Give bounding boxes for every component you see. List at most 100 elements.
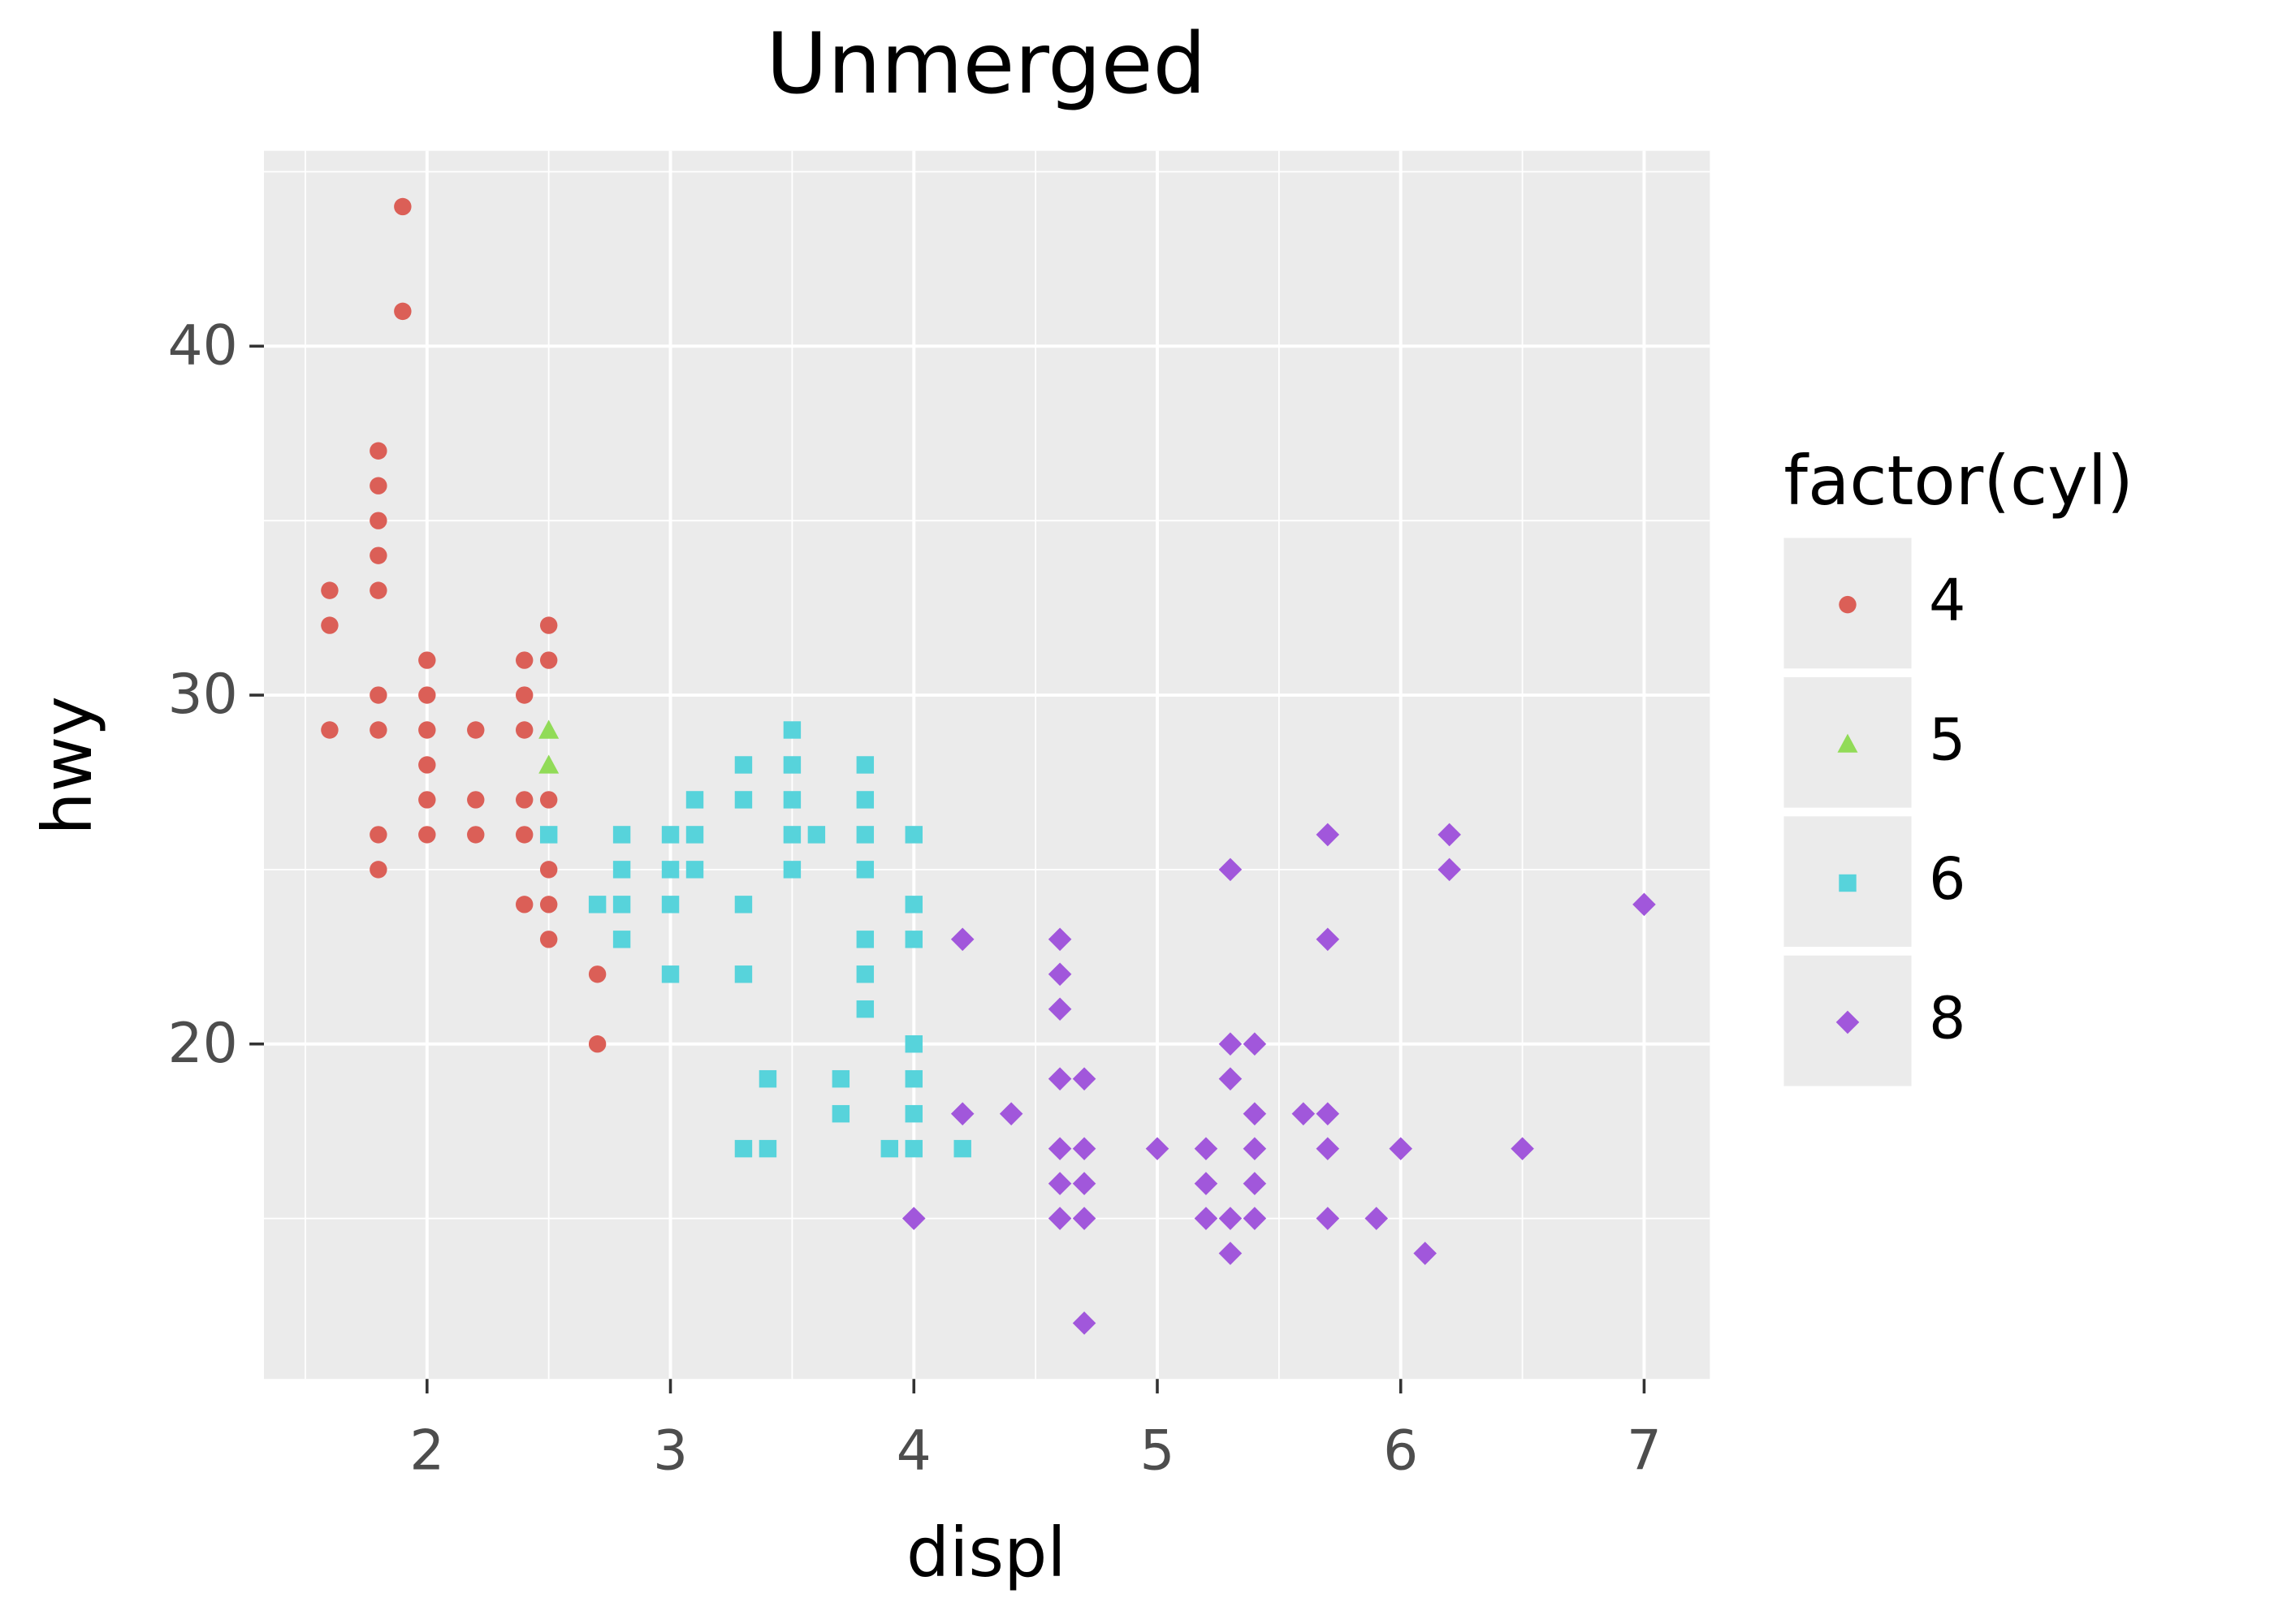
point bbox=[418, 791, 436, 809]
point bbox=[515, 686, 534, 704]
point bbox=[321, 721, 339, 739]
legend-symbol bbox=[1839, 874, 1857, 892]
point bbox=[467, 791, 485, 809]
legend-symbol bbox=[1839, 595, 1857, 614]
point bbox=[1243, 1207, 1267, 1230]
point bbox=[783, 861, 802, 879]
point bbox=[783, 756, 802, 774]
point bbox=[394, 197, 412, 216]
point bbox=[539, 616, 558, 634]
point bbox=[856, 931, 875, 948]
point bbox=[734, 791, 753, 809]
x-axis-title: displ bbox=[906, 1513, 1066, 1592]
point bbox=[905, 931, 923, 948]
series bbox=[538, 719, 560, 774]
point bbox=[905, 1035, 923, 1053]
point bbox=[685, 791, 704, 809]
point bbox=[515, 791, 534, 809]
point bbox=[1316, 1102, 1340, 1125]
point bbox=[515, 721, 534, 739]
point bbox=[418, 721, 436, 739]
point bbox=[538, 719, 560, 739]
point bbox=[856, 1000, 875, 1018]
point bbox=[1389, 1137, 1412, 1160]
point bbox=[539, 931, 558, 948]
point bbox=[370, 861, 387, 879]
point bbox=[953, 1139, 971, 1158]
point bbox=[1413, 1242, 1437, 1265]
chart-title: Unmerged bbox=[766, 15, 1206, 113]
point bbox=[370, 826, 387, 844]
point bbox=[661, 965, 680, 983]
point bbox=[905, 1104, 923, 1123]
point bbox=[612, 826, 631, 844]
point bbox=[734, 1139, 753, 1158]
point bbox=[539, 861, 558, 879]
point bbox=[1437, 857, 1461, 882]
point bbox=[1243, 1172, 1267, 1195]
point bbox=[467, 826, 485, 844]
point bbox=[856, 791, 875, 809]
point bbox=[370, 686, 387, 704]
point bbox=[734, 896, 753, 914]
point bbox=[856, 965, 875, 983]
point bbox=[1243, 1137, 1267, 1160]
x-tick-label: 7 bbox=[1627, 1419, 1662, 1484]
series bbox=[321, 197, 607, 1053]
point bbox=[321, 581, 339, 599]
y-tick-label: 30 bbox=[168, 663, 238, 727]
point bbox=[370, 581, 387, 599]
point bbox=[1511, 1137, 1534, 1160]
legend-label: 8 bbox=[1929, 984, 1965, 1052]
point bbox=[832, 1069, 850, 1088]
point bbox=[1364, 1207, 1389, 1230]
point bbox=[1291, 1102, 1316, 1125]
point bbox=[1632, 892, 1656, 917]
point bbox=[370, 546, 387, 564]
legend-label: 6 bbox=[1929, 845, 1965, 913]
plot-panel bbox=[264, 150, 1710, 1380]
x-tick-label: 6 bbox=[1383, 1419, 1418, 1484]
point bbox=[1316, 823, 1340, 847]
y-tick-label: 20 bbox=[168, 1012, 238, 1076]
point bbox=[588, 1035, 607, 1053]
point bbox=[783, 826, 802, 844]
legend-label: 4 bbox=[1929, 567, 1965, 634]
x-tick-label: 5 bbox=[1139, 1419, 1174, 1484]
point bbox=[807, 826, 826, 844]
point bbox=[685, 826, 704, 844]
point bbox=[538, 754, 560, 774]
point bbox=[759, 1139, 777, 1158]
point bbox=[418, 686, 436, 704]
point bbox=[539, 826, 558, 844]
point bbox=[370, 512, 387, 529]
point bbox=[734, 756, 753, 774]
point bbox=[515, 826, 534, 844]
point bbox=[905, 1139, 923, 1158]
point bbox=[856, 826, 875, 844]
point bbox=[394, 302, 412, 321]
y-tick-label: 40 bbox=[168, 313, 238, 378]
point bbox=[539, 651, 558, 669]
point bbox=[905, 896, 923, 914]
point bbox=[418, 756, 436, 774]
point bbox=[467, 721, 485, 739]
point bbox=[905, 826, 923, 844]
y-axis-title: hwy bbox=[28, 696, 107, 835]
point bbox=[734, 965, 753, 983]
point bbox=[759, 1069, 777, 1088]
point bbox=[370, 477, 387, 495]
point bbox=[1437, 823, 1461, 847]
x-tick-label: 3 bbox=[653, 1419, 688, 1484]
point bbox=[1316, 1137, 1340, 1160]
point bbox=[856, 861, 875, 879]
point bbox=[588, 896, 607, 914]
point bbox=[612, 896, 631, 914]
point bbox=[783, 791, 802, 809]
point bbox=[661, 896, 680, 914]
point bbox=[1316, 1207, 1340, 1230]
point bbox=[1243, 1032, 1267, 1056]
point bbox=[1316, 927, 1340, 952]
